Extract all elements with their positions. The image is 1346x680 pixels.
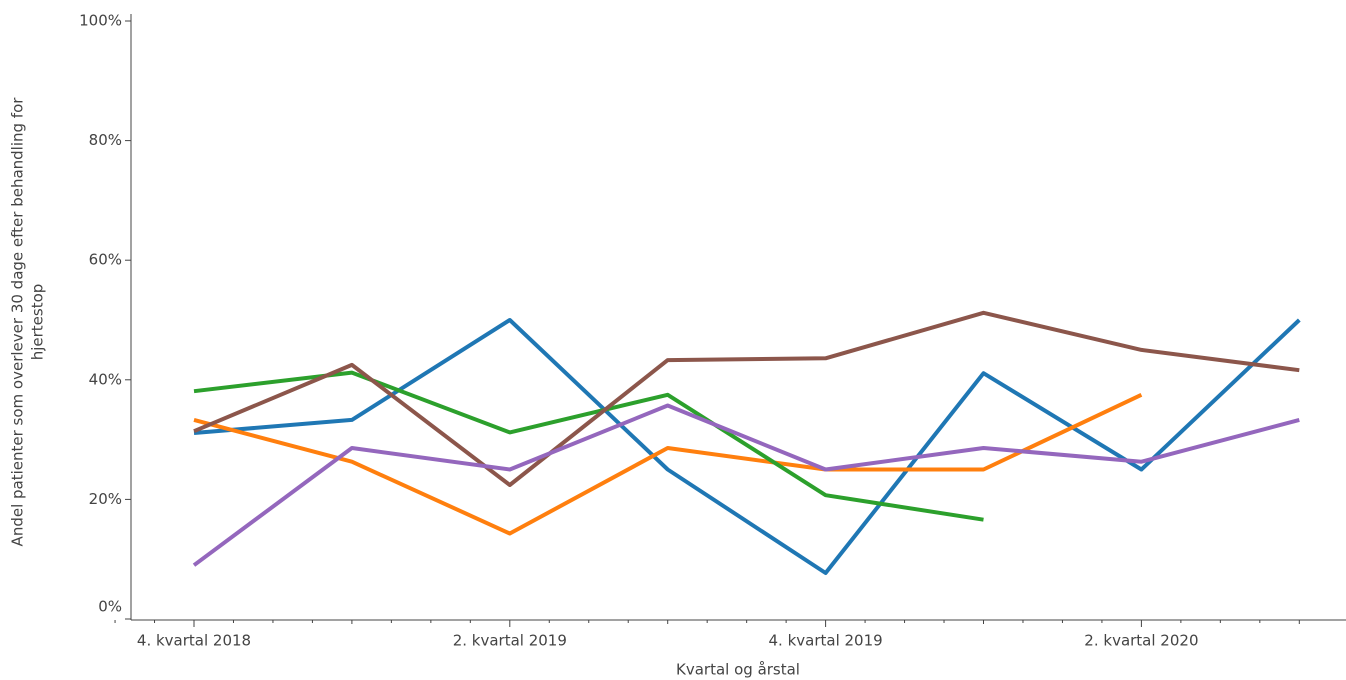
series-line <box>193 318 1301 575</box>
x-tick-label: 4. kvartal 2019 <box>769 632 883 650</box>
x-tick-label: 2. kvartal 2019 <box>453 632 567 650</box>
x-tick-label: 2. kvartal 2020 <box>1084 632 1198 650</box>
y-tick-label: 100% <box>79 12 122 30</box>
y-tick-label: 0% <box>98 598 122 616</box>
y-tick-label: 80% <box>89 131 122 149</box>
series-line <box>193 392 1143 536</box>
y-axis-label: hjertestop <box>29 284 47 361</box>
series-line <box>193 310 1300 487</box>
y-tick-label: 20% <box>89 490 122 508</box>
series-line <box>192 403 1300 567</box>
y-tick-label: 40% <box>89 370 122 388</box>
y-tick-label: 60% <box>89 251 122 269</box>
x-axis-label: Kvartal og årstal <box>676 661 800 679</box>
y-axis-label: Andel patienter som overlever 30 dage ef… <box>9 97 27 547</box>
x-tick-label: 4. kvartal 2018 <box>137 632 251 650</box>
